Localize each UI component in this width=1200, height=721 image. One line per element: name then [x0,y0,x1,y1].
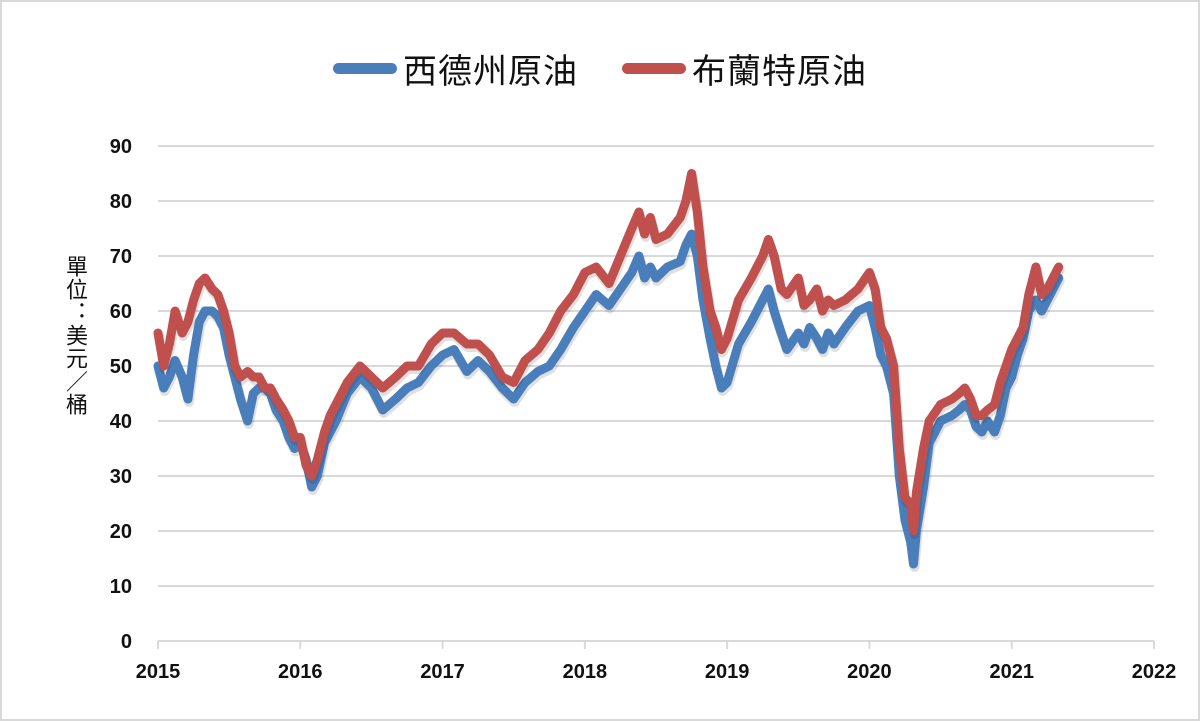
x-tick-label: 2020 [847,661,892,683]
x-tick-label: 2019 [705,661,750,683]
y-tick-label: 20 [110,521,132,543]
legend-swatch-brent [622,62,686,74]
x-tick-label: 2021 [989,661,1034,683]
x-tick-label: 2022 [1132,661,1177,683]
y-tick-label: 80 [110,191,132,213]
y-tick-label: 10 [110,576,132,598]
series-lines [153,169,1065,572]
series-line-brent [153,169,1064,536]
legend-item-brent: 布蘭特原油 [622,44,867,93]
x-axis-ticks: 2015 2016 2017 2018 2019 2020 2021 2022 [136,661,1177,683]
x-tick-label: 2016 [278,661,323,683]
y-tick-label: 0 [121,631,132,653]
y-tick-label: 90 [110,136,132,158]
legend-label-brent: 布蘭特原油 [692,51,867,92]
y-tick-label: 50 [110,356,132,378]
y-axis-title: 單位：美元／桶 [62,255,87,416]
x-tick-label: 2015 [136,661,181,683]
legend-item-wti: 西德州原油 [333,44,578,93]
y-tick-label: 60 [110,301,132,323]
y-tick-label: 40 [110,411,132,433]
y-tick-label: 70 [110,246,132,268]
y-tick-label: 30 [110,466,132,488]
x-tick-label: 2018 [563,661,608,683]
x-tick-label: 2017 [420,661,465,683]
legend-label-wti: 西德州原油 [403,51,578,92]
legend-swatch-wti [333,62,397,74]
chart-legend: 西德州原油 布蘭特原油 [0,40,1200,96]
y-axis-ticks: 0 10 20 30 40 50 60 70 80 90 [110,136,132,653]
